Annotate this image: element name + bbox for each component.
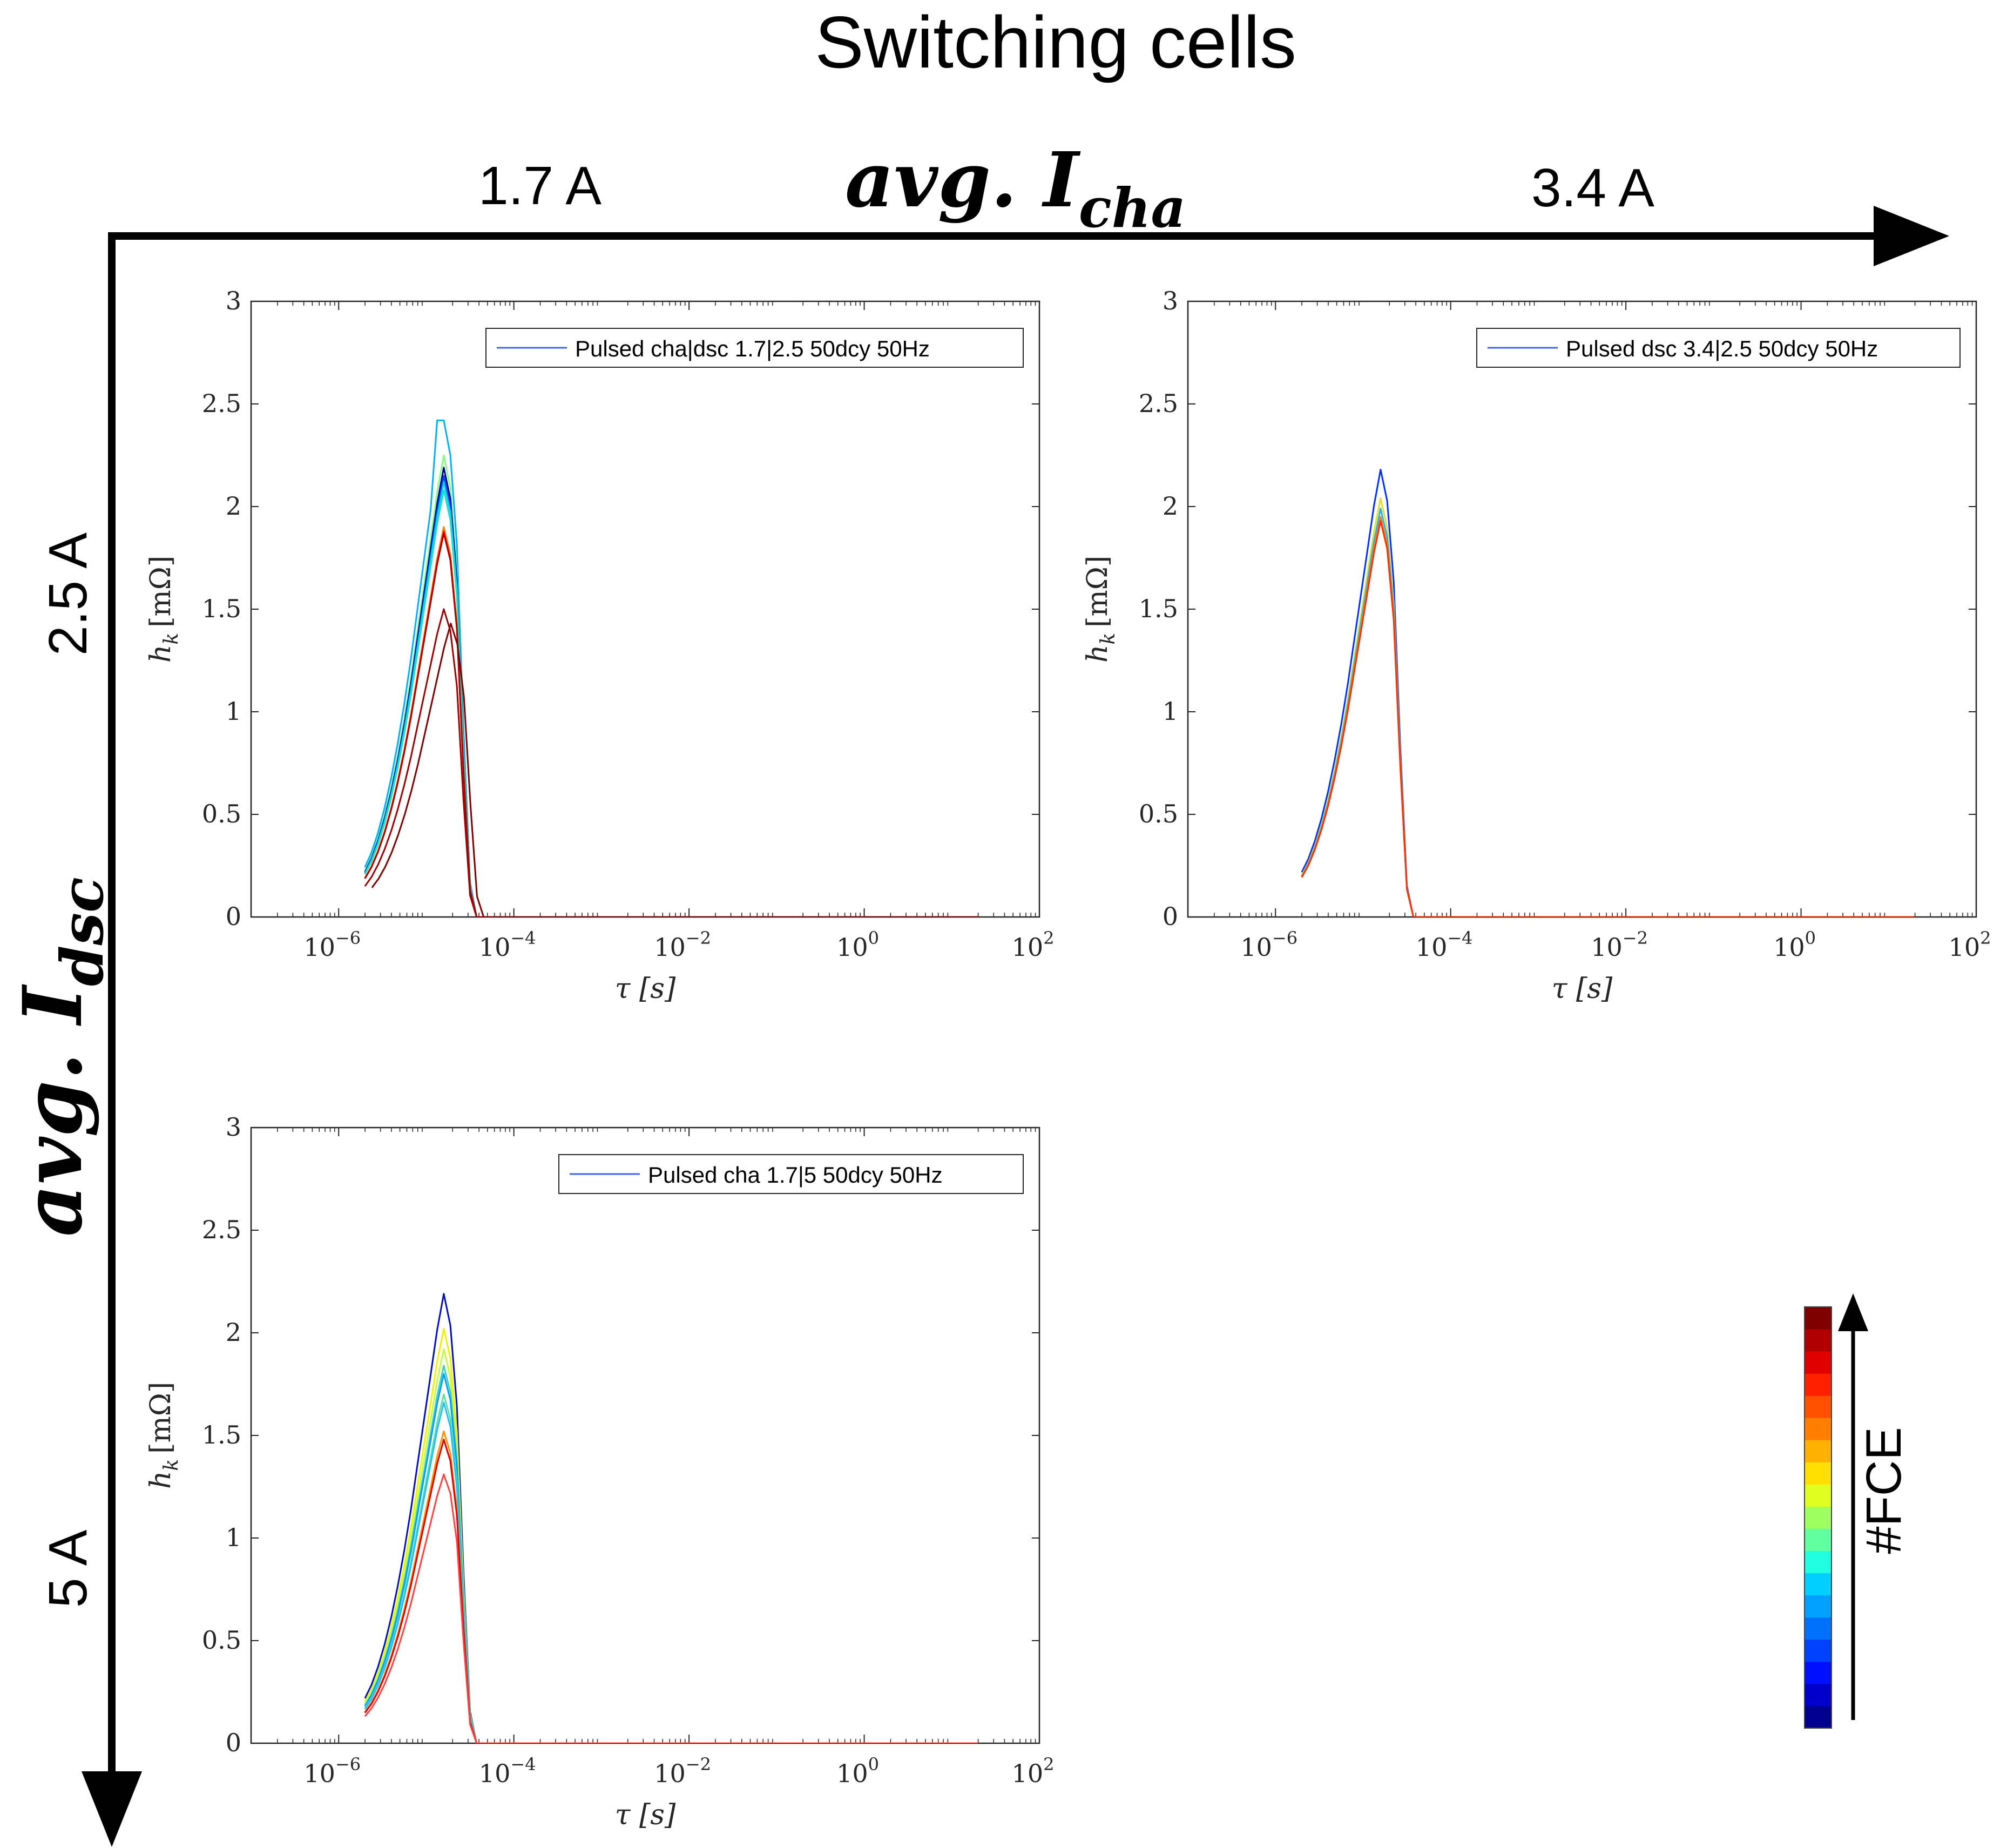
legend-box (485, 328, 1024, 368)
figure-title: Switching cells (815, 1, 1296, 83)
y-tick-label: 0.5 (202, 1626, 241, 1655)
y-tick-label: 2.5 (202, 389, 241, 418)
x-axis-main-label: avg. Icha (845, 136, 1186, 240)
legend-label: Pulsed dsc 3.4|2.5 50dcy 50Hz (1566, 336, 1878, 361)
y-axis-label-subscript: dsc (49, 877, 117, 986)
x-tick-label: 10−6 (303, 1754, 361, 1788)
axes-box (250, 300, 1040, 918)
subplot-bottom-left: 0 0.5 1 1.5 2 2.5 3 10−6 10−4 10−2 100 102 τ [s] hk[m… (145, 1112, 1054, 1831)
row-label-top: 2.5 A (38, 532, 98, 656)
colorbar-segment (1805, 1440, 1832, 1462)
subplot-top-left: 0 0.5 1 1.5 2 2.5 3 10−6 10−4 10−2 100 102 τ [s] hk[m… (145, 286, 1054, 1005)
legend-label: Pulsed cha|dsc 1.7|2.5 50dcy 50Hz (575, 336, 930, 361)
y-axis-main-label: avg. Idsc (5, 877, 117, 1237)
colorbar-segment (1805, 1550, 1832, 1574)
x-tick-label: 10−4 (479, 928, 536, 962)
y-tick-label: 1 (226, 697, 241, 726)
colorbar (1804, 1306, 1832, 1729)
series-group (1301, 469, 1915, 917)
colorbar-segment (1805, 1395, 1832, 1418)
x-axis-label: τ [s] (615, 1799, 676, 1831)
colorbar-outline (1804, 1306, 1832, 1729)
y-tick-label: 0.5 (202, 799, 241, 828)
x-tick-label: 10−4 (479, 1754, 536, 1788)
x-tick-label: 10−2 (1591, 928, 1648, 962)
y-axis-label-text: avg. I (5, 984, 100, 1237)
colorbar-segment (1805, 1373, 1832, 1396)
series-line (364, 1439, 978, 1743)
series-line (371, 623, 978, 917)
legend-label: Pulsed cha 1.7|5 50dcy 50Hz (648, 1162, 943, 1188)
series-line (364, 608, 978, 917)
series-line (1301, 520, 1915, 917)
colorbar-segment (1805, 1617, 1832, 1640)
colorbar-segment (1805, 1418, 1832, 1440)
y-tick-label: 3 (226, 1112, 241, 1142)
x-axis-label-text: avg. I (845, 136, 1081, 225)
y-tick-label: 3 (1163, 286, 1178, 315)
series-line (364, 1473, 978, 1743)
colorbar-segment (1805, 1351, 1832, 1374)
series-group (364, 1293, 978, 1743)
y-tick-label: 1.5 (202, 594, 241, 623)
x-tick-label: 10−4 (1416, 928, 1473, 962)
x-tick-label: 10−2 (654, 1754, 711, 1788)
y-tick-label: 2 (226, 491, 241, 521)
colorbar-label: #FCE (1856, 1427, 1911, 1554)
y-tick-label: 0 (1163, 902, 1178, 931)
y-tick-label: 1.5 (1139, 594, 1178, 623)
x-tick-label: 100 (836, 1754, 879, 1788)
row-label-bottom: 5 A (38, 1529, 98, 1608)
colorbar-segment (1805, 1329, 1832, 1352)
x-tick-label: 102 (1012, 1754, 1055, 1788)
colorbar-segment (1805, 1484, 1832, 1507)
series-group (364, 419, 978, 917)
x-axis-label: τ [s] (615, 973, 676, 1005)
y-tick-label: 0 (226, 902, 241, 931)
axes-box (250, 1127, 1040, 1744)
col-label-right: 3.4 A (1531, 158, 1654, 218)
y-tick-label: 1 (226, 1523, 241, 1552)
colorbar-segment (1805, 1307, 1832, 1330)
x-tick-label: 10−2 (654, 928, 711, 962)
colorbar-segment (1805, 1705, 1832, 1729)
y-tick-label: 2 (1163, 491, 1178, 521)
y-axis-label: hk[mΩ] (1082, 556, 1119, 663)
x-tick-label: 102 (1949, 928, 1991, 962)
series-line (364, 532, 978, 917)
colorbar-segment (1805, 1639, 1832, 1662)
subplot-top-right: 0 0.5 1 1.5 2 2.5 3 10−6 10−4 10−2 100 102 τ [s] hk[m… (1082, 286, 1991, 1005)
x-tick-label: 10−6 (303, 928, 361, 962)
colorbar-segment (1805, 1595, 1832, 1618)
y-tick-label: 0 (226, 1728, 241, 1757)
x-tick-label: 10−6 (1240, 928, 1298, 962)
x-axis-label: τ [s] (1552, 973, 1613, 1005)
y-tick-label: 2.5 (1139, 389, 1178, 418)
y-tick-label: 2 (226, 1318, 241, 1347)
x-axis-label-subscript: cha (1079, 176, 1186, 240)
colorbar-segment (1805, 1528, 1832, 1552)
x-tick-label: 100 (836, 928, 879, 962)
x-tick-label: 102 (1012, 928, 1055, 962)
colorbar-segment (1805, 1661, 1832, 1684)
colorbar-segment (1805, 1462, 1832, 1485)
y-axis-label: hk[mΩ] (145, 556, 183, 663)
axes-box (1187, 300, 1977, 918)
y-tick-label: 2.5 (202, 1215, 241, 1244)
y-tick-label: 0.5 (1139, 799, 1178, 828)
colorbar-segment (1805, 1683, 1832, 1707)
y-tick-label: 1.5 (202, 1420, 241, 1449)
colorbar-segment (1805, 1506, 1832, 1529)
y-tick-label: 1 (1163, 697, 1178, 726)
colorbar-segment (1805, 1573, 1832, 1596)
col-label-left: 1.7 A (478, 156, 602, 216)
y-tick-label: 3 (226, 286, 241, 315)
y-axis-label: hk[mΩ] (145, 1382, 183, 1489)
x-tick-label: 100 (1773, 928, 1816, 962)
